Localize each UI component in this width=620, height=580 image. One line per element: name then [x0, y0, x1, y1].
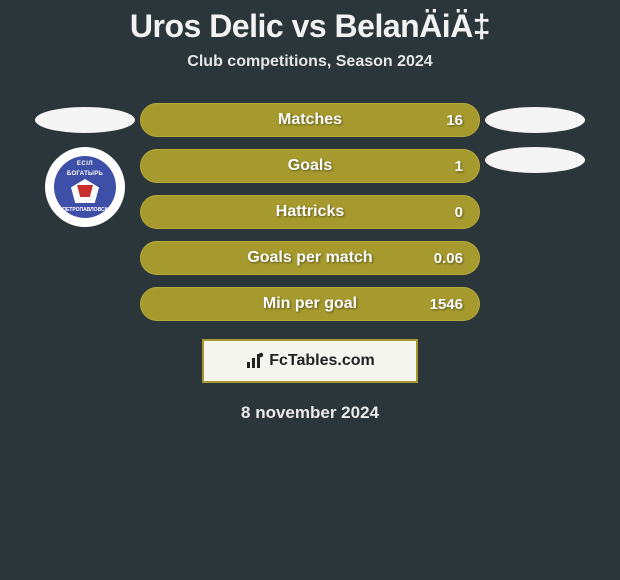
- stats-column: Matches 16 Goals 1 Hattricks 0 Goals per…: [140, 103, 480, 321]
- stat-row-matches: Matches 16: [140, 103, 480, 137]
- badge-main-text: БОГАТЫРЬ: [67, 171, 103, 177]
- stat-label: Goals: [288, 157, 332, 175]
- right-placeholder-ellipse-2: [485, 147, 585, 173]
- stat-value-right: 16: [446, 112, 463, 129]
- badge-arc-top: ЕСІЛ: [77, 161, 93, 167]
- right-placeholder-ellipse-1: [485, 107, 585, 133]
- stat-label: Goals per match: [247, 249, 372, 267]
- right-column: [480, 103, 590, 187]
- comparison-card: Uros Delic vs BelanÄiÄ‡ Club competition…: [0, 0, 620, 423]
- main-row: ЕСІЛ БОГАТЫРЬ ПЕТРОПАВЛОВСК Matches 16 G…: [0, 103, 620, 321]
- team-badge-inner: ЕСІЛ БОГАТЫРЬ ПЕТРОПАВЛОВСК: [54, 156, 116, 218]
- stat-label: Matches: [278, 111, 342, 129]
- stat-label: Hattricks: [276, 203, 344, 221]
- stat-row-min-per-goal: Min per goal 1546: [140, 287, 480, 321]
- source-logo-box[interactable]: FcTables.com: [202, 339, 418, 383]
- badge-shield-icon: [71, 179, 99, 203]
- team-badge-left: ЕСІЛ БОГАТЫРЬ ПЕТРОПАВЛОВСК: [45, 147, 125, 227]
- left-column: ЕСІЛ БОГАТЫРЬ ПЕТРОПАВЛОВСК: [30, 103, 140, 227]
- left-placeholder-ellipse: [35, 107, 135, 133]
- date-label: 8 november 2024: [241, 403, 379, 423]
- subtitle: Club competitions, Season 2024: [187, 53, 432, 71]
- source-logo-text: FcTables.com: [269, 352, 375, 370]
- badge-arc-bottom: ПЕТРОПАВЛОВСК: [62, 207, 107, 213]
- bar-chart-icon: [245, 352, 265, 370]
- stat-value-right: 1: [455, 158, 463, 175]
- page-title: Uros Delic vs BelanÄiÄ‡: [130, 8, 490, 45]
- stat-value-right: 1546: [430, 296, 463, 313]
- stat-row-goals-per-match: Goals per match 0.06: [140, 241, 480, 275]
- stat-label: Min per goal: [263, 295, 357, 313]
- stat-value-right: 0.06: [434, 250, 463, 267]
- stat-row-goals: Goals 1: [140, 149, 480, 183]
- stat-row-hattricks: Hattricks 0: [140, 195, 480, 229]
- stat-value-right: 0: [455, 204, 463, 221]
